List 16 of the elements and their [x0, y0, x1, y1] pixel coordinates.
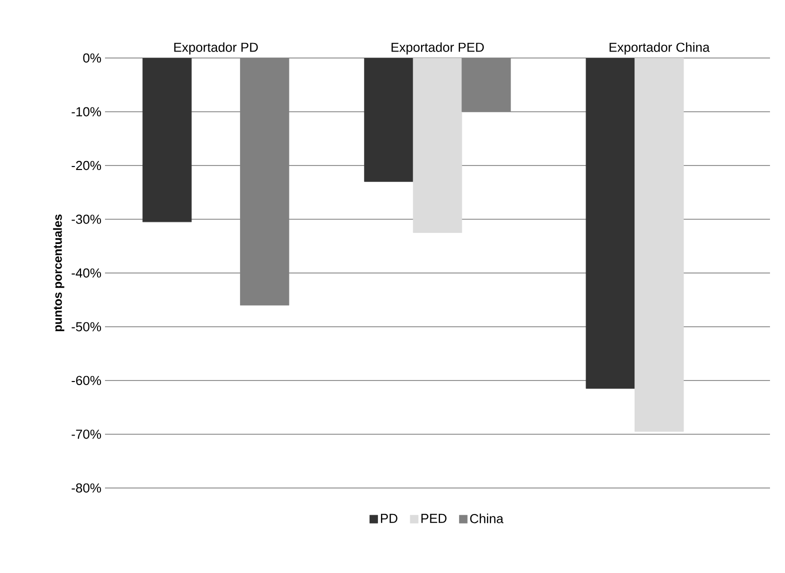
legend-label: China — [470, 514, 504, 524]
x-tick-label: Exportador China — [610, 42, 710, 54]
legend-label: PD — [380, 514, 398, 523]
y-tick-label: -20% — [72, 160, 102, 170]
legend-label: PED — [421, 514, 446, 523]
y-axis-title: puntos porcentuales — [53, 214, 64, 332]
y-tick-label: -70% — [72, 430, 102, 439]
y-tick-label: -80% — [72, 483, 102, 493]
x-tick-label: Exportador PD — [174, 42, 258, 54]
y-tick-label: 0% — [83, 53, 102, 63]
x-tick-label: Exportador PED — [392, 42, 484, 54]
y-tick-label: -40% — [72, 268, 102, 278]
y-tick-label: -60% — [72, 376, 102, 386]
y-tick-label: -50% — [72, 322, 102, 332]
y-tick-label: -10% — [72, 107, 102, 116]
y-tick-label: -30% — [72, 214, 102, 224]
